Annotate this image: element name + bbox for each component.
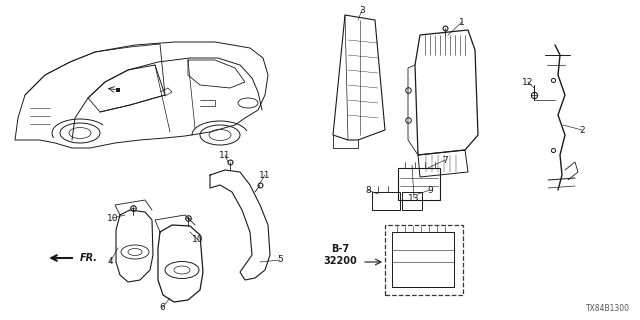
Text: 4: 4 [107,258,113,267]
Text: 10: 10 [192,236,204,244]
Text: 7: 7 [442,156,448,164]
Text: 11: 11 [220,150,231,159]
Text: B-7
32200: B-7 32200 [323,244,357,266]
Bar [398,168,440,200]
Text: 1: 1 [459,18,465,27]
Text: 6: 6 [159,303,165,313]
Text: 12: 12 [522,77,534,86]
Bar [372,192,400,210]
Text: TX84B1300: TX84B1300 [586,304,630,313]
Bar [392,232,454,287]
Text: 2: 2 [579,125,585,134]
Text: FR.: FR. [80,253,98,263]
Text: 8: 8 [365,186,371,195]
Text: 9: 9 [427,186,433,195]
Text: 10: 10 [108,213,119,222]
Text: 13: 13 [408,194,420,203]
Bar [385,225,463,295]
Text: 3: 3 [359,5,365,14]
Text: 5: 5 [277,255,283,265]
Bar [402,192,422,210]
Text: 11: 11 [259,171,271,180]
